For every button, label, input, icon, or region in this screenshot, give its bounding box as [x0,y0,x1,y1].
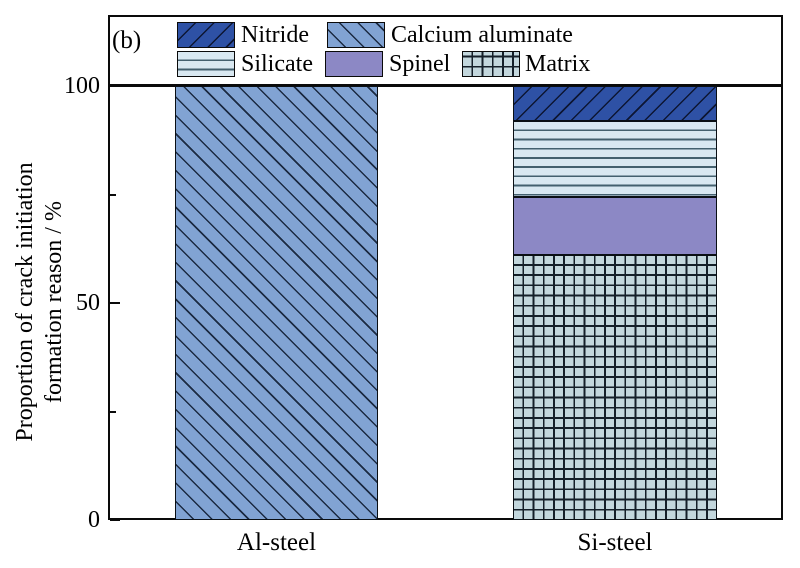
y-axis-tick-25 [110,410,116,413]
bar-segment-calcium-aluminate-al-steel [175,86,378,520]
top-gridline-100 [108,84,783,87]
legend-swatch-silicate [177,51,235,77]
legend-label-nitride: Nitride [241,22,309,48]
legend-swatch-spinel [325,51,383,77]
legend-label-matrix: Matrix [525,51,591,77]
y-axis-tick-label-0: 0 [88,507,100,533]
y-axis-tick-75 [110,193,116,196]
legend-label-spinel: Spinel [389,51,451,77]
x-axis-label-al-steel: Al-steel [236,529,317,556]
y-axis-tick-0 [110,519,120,521]
legend-label-calcium-aluminate: Calcium aluminate [391,22,573,48]
bar-segment-matrix-si-steel [513,255,717,520]
y-axis-tick-label-100: 100 [64,73,100,99]
bar-segment-silicate-si-steel [513,120,717,197]
y-axis-tick-label-50: 50 [76,290,100,316]
bar-segment-spinel-si-steel [513,196,717,256]
legend-label-silicate: Silicate [241,51,313,77]
y-axis-tick-100 [110,85,120,87]
legend-swatch-matrix [462,51,520,77]
panel-label: (b) [112,27,142,54]
legend-swatch-nitride [177,22,235,48]
x-axis-label-si-steel: Si-steel [577,529,653,556]
legend-swatch-calcium-aluminate [327,22,385,48]
bar-segment-nitride-si-steel [513,86,717,121]
y-axis-tick-50 [110,302,120,304]
